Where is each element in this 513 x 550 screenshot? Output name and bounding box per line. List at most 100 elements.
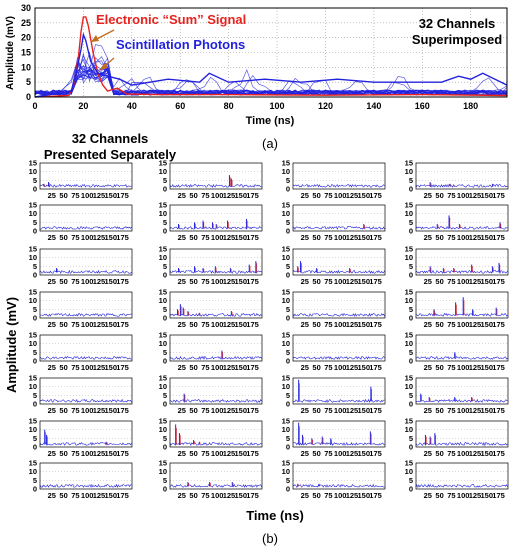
b-y-tick-label: 10 — [282, 467, 290, 476]
b-y-tick-label: 15 — [159, 417, 167, 426]
b-x-tick-label: 100 — [211, 449, 224, 458]
b-y-tick-label: 15 — [282, 245, 290, 254]
b-subplot-frame — [169, 462, 263, 490]
panel-a-x-tick-labels: 0 20 40 60 80 100 120 140 160 180 — [32, 101, 478, 111]
b-x-tick-label: 175 — [116, 406, 129, 415]
b-channel-baseline — [292, 312, 385, 317]
b-y-tick-label: 0 — [163, 185, 167, 194]
b-channel-baseline — [39, 312, 132, 317]
b-x-tick-label: 175 — [369, 191, 382, 200]
b-y-tick-label: 15 — [405, 288, 413, 297]
b-channel-baseline — [292, 184, 385, 188]
b-x-tick-label: 50 — [59, 406, 67, 415]
b-y-tick-label: 15 — [405, 374, 413, 383]
b-x-tick-label: 100 — [211, 233, 224, 242]
b-y-tick-label: 15 — [282, 201, 290, 210]
b-y-tick-label: 15 — [29, 159, 37, 168]
b-x-tick-label: 75 — [324, 233, 332, 242]
b-x-tick-label: 125 — [346, 406, 359, 415]
b-x-tick-label: 125 — [346, 277, 359, 286]
b-x-tick-label: 175 — [246, 233, 259, 242]
panel-a-plot-frame — [34, 7, 508, 98]
b-x-tick-label: 25 — [48, 363, 56, 372]
b-x-tick-label: 175 — [116, 233, 129, 242]
b-x-tick-label: 125 — [93, 363, 106, 372]
b-x-tick-label: 50 — [59, 320, 67, 329]
b-x-tick-label: 25 — [424, 363, 432, 372]
a-x-tick-label: 60 — [175, 101, 185, 111]
b-y-tick-label: 15 — [159, 374, 167, 383]
b-x-tick-label: 75 — [71, 491, 79, 500]
b-subplot-frame — [39, 334, 133, 362]
b-x-tick-label: 50 — [59, 363, 67, 372]
b-y-tick-label: 15 — [282, 331, 290, 340]
b-x-tick-label: 25 — [301, 449, 309, 458]
b-subplot-frame — [39, 248, 133, 276]
b-x-tick-label: 175 — [369, 320, 382, 329]
b-x-tick-label: 125 — [469, 233, 482, 242]
b-x-tick-label: 175 — [369, 406, 382, 415]
b-x-tick-label: 25 — [178, 320, 186, 329]
b-y-tick-label: 15 — [29, 417, 37, 426]
b-subplot-frame — [292, 377, 386, 405]
b-y-tick-label: 15 — [405, 417, 413, 426]
b-x-tick-label: 75 — [324, 320, 332, 329]
b-x-tick-label: 50 — [312, 277, 320, 286]
b-subplot-frame — [292, 248, 386, 276]
b-y-tick-label: 15 — [159, 245, 167, 254]
b-x-tick-label: 100 — [211, 363, 224, 372]
b-x-tick-label: 100 — [457, 449, 470, 458]
b-y-tick-label: 0 — [286, 400, 290, 409]
b-y-tick-label: 0 — [409, 227, 413, 236]
b-y-tick-label: 5 — [33, 262, 37, 271]
b-x-tick-label: 125 — [93, 277, 106, 286]
b-x-tick-label: 50 — [435, 406, 443, 415]
b-x-tick-label: 25 — [48, 277, 56, 286]
b-x-tick-label: 100 — [457, 233, 470, 242]
b-y-tick-label: 0 — [286, 357, 290, 366]
b-x-tick-label: 175 — [492, 406, 505, 415]
b-y-tick-label: 5 — [163, 176, 167, 185]
panel-b-y-axis-label: Amplitude (mV) — [4, 297, 19, 393]
b-y-tick-label: 10 — [405, 296, 413, 305]
b-x-tick-label: 25 — [301, 233, 309, 242]
b-x-tick-label: 150 — [358, 191, 371, 200]
b-x-tick-label: 125 — [346, 191, 359, 200]
a-y-tick-label: 10 — [21, 62, 31, 72]
b-x-tick-label: 175 — [246, 406, 259, 415]
b-x-tick-label: 150 — [481, 406, 494, 415]
b-x-tick-label: 50 — [435, 277, 443, 286]
b-y-tick-label: 10 — [282, 167, 290, 176]
b-subplot-frame — [415, 291, 509, 319]
b-x-tick-label: 75 — [447, 491, 455, 500]
b-channel-baseline — [415, 398, 508, 403]
b-subplot-frame — [415, 377, 509, 405]
a-x-tick-label: 80 — [224, 101, 234, 111]
b-y-tick-label: 0 — [33, 485, 37, 494]
b-y-tick-label: 10 — [282, 382, 290, 391]
b-x-tick-label: 50 — [312, 491, 320, 500]
b-channel-baseline — [292, 356, 385, 360]
b-subplot-frame — [39, 420, 133, 448]
b-y-tick-label: 5 — [286, 391, 290, 400]
b-x-tick-label: 125 — [469, 191, 482, 200]
b-subplot-frame — [415, 334, 509, 362]
a-x-tick-label: 180 — [463, 101, 478, 111]
a-y-tick-label: 15 — [21, 48, 31, 58]
panel-a-superimposed-chart: 0 5 10 15 20 25 30 0 20 40 60 80 100 120 140 160 180 Am… — [5, 3, 508, 151]
b-y-tick-label: 15 — [159, 331, 167, 340]
b-x-tick-label: 175 — [369, 277, 382, 286]
b-y-tick-label: 5 — [33, 176, 37, 185]
b-x-tick-label: 125 — [223, 363, 236, 372]
b-x-tick-label: 75 — [324, 449, 332, 458]
b-x-tick-label: 125 — [223, 449, 236, 458]
a-y-tick-label: 25 — [21, 18, 31, 28]
